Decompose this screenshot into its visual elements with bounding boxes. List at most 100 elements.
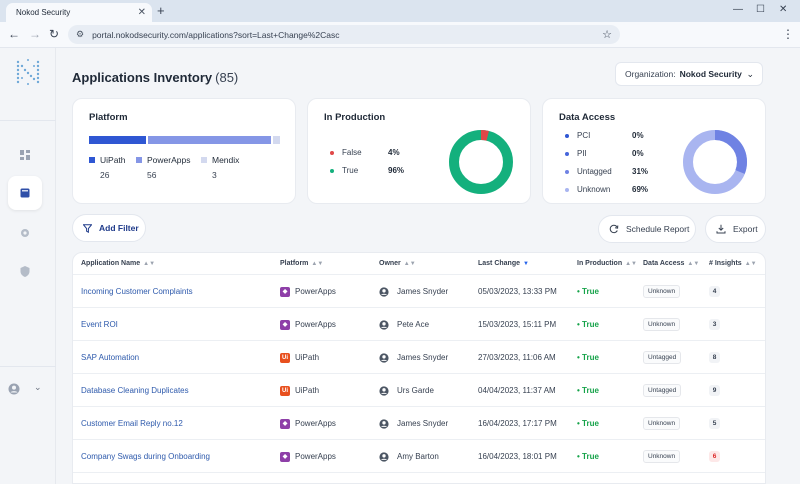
nokod-logo[interactable]: [12, 56, 44, 88]
column-header-in-production[interactable]: In Production ▲▼: [577, 260, 637, 267]
last-change-date: 04/04/2023, 11:37 AM: [478, 386, 556, 395]
bookmark-star-icon[interactable]: ☆: [602, 29, 612, 41]
data-access-donut-chart[interactable]: [682, 129, 748, 195]
settings-icon[interactable]: [18, 226, 32, 240]
user-menu-chevron-icon[interactable]: ⌄: [34, 382, 42, 392]
application-name-link[interactable]: Database Cleaning Duplicates: [81, 386, 189, 395]
application-name-link[interactable]: Customer Email Reply no.12: [81, 419, 183, 428]
uipath-icon: Ui: [280, 352, 290, 363]
table-row[interactable]: Database Cleaning Duplicates Ui UiPath Ur…: [73, 374, 765, 407]
platform-bar-uipath[interactable]: [89, 136, 146, 144]
legend-item-pii: PII: [565, 149, 587, 158]
owner-avatar-icon: [379, 385, 389, 396]
in-production-status: • True: [577, 419, 599, 428]
tab-title: Nokod Security: [16, 8, 71, 17]
donut-segment-false[interactable]: [449, 130, 513, 194]
in-production-status: • True: [577, 353, 599, 362]
site-settings-icon[interactable]: ⚙: [76, 29, 85, 39]
add-filter-label: Add Filter: [99, 223, 139, 233]
page-title: Applications Inventory (85): [72, 70, 238, 85]
application-name-link[interactable]: Event ROI: [81, 320, 118, 329]
mendix-swatch: [201, 157, 207, 163]
column-label: # Insights: [709, 260, 742, 267]
owner-name: Amy Barton: [397, 452, 439, 461]
owner-name: James Snyder: [397, 353, 449, 362]
legend-pct: 31%: [632, 167, 649, 176]
sidebar-divider: [0, 120, 56, 121]
table-row[interactable]: Company Swags during Onboarding ◆ PowerAp…: [73, 440, 765, 473]
legend-label: True: [342, 166, 359, 175]
legend-label: PII: [577, 149, 587, 158]
platform-name: UiPath: [295, 386, 320, 395]
application-name-link[interactable]: SAP Automation: [81, 353, 140, 362]
insights-count-badge[interactable]: 5: [709, 418, 720, 429]
organization-select[interactable]: Organization: Nokod Security ⌄: [615, 62, 763, 86]
close-window-icon[interactable]: ✕: [779, 4, 788, 15]
application-name-link[interactable]: Incoming Customer Complaints: [81, 287, 193, 296]
legend-item-true: True: [330, 166, 358, 175]
add-filter-button[interactable]: Add Filter: [72, 214, 146, 242]
last-change-date: 27/03/2023, 11:06 AM: [478, 353, 556, 362]
new-tab-button[interactable]: +: [157, 3, 165, 18]
insights-count-badge[interactable]: 8: [709, 352, 720, 363]
pci-dot-icon: [565, 133, 569, 138]
forward-icon[interactable]: →: [29, 27, 41, 41]
browser-tab-bar: ⌄ Nokod Security ✕ + — ☐ ✕: [0, 0, 800, 22]
table-row[interactable]: Incoming Customer Complaints ◆ PowerApps …: [73, 275, 765, 308]
table-row[interactable]: Customer Email Reply no.12 ◆ PowerApps Ja…: [73, 407, 765, 440]
schedule-report-button[interactable]: Schedule Report: [598, 215, 696, 243]
owner-avatar-icon: [379, 352, 389, 363]
page-title-text: Applications Inventory: [72, 70, 213, 85]
browser-menu-icon[interactable]: ⋮: [782, 27, 794, 41]
export-button[interactable]: Export: [705, 215, 766, 243]
column-header-data-access[interactable]: Data Access ▲▼: [643, 260, 699, 267]
legend-item-untagged: Untagged: [565, 167, 612, 176]
insights-count-badge[interactable]: 4: [709, 286, 720, 297]
filter-icon: [83, 223, 92, 233]
application-name-link[interactable]: Company Swags during Onboarding: [81, 452, 210, 461]
insights-count-badge[interactable]: 9: [709, 385, 720, 396]
back-icon[interactable]: ←: [8, 27, 20, 41]
data-access-badge: Untagged: [643, 384, 682, 397]
column-label: Data Access: [643, 260, 685, 267]
browser-tab[interactable]: Nokod Security ✕: [6, 3, 152, 22]
user-avatar-icon[interactable]: [8, 383, 20, 395]
applications-count: (85): [215, 70, 239, 85]
dashboard-icon[interactable]: [18, 148, 32, 162]
table-row[interactable]: Event ROI ◆ PowerApps Pete Ace 15/03/2023…: [73, 308, 765, 341]
column-header-last-change[interactable]: Last Change ▼: [478, 260, 529, 267]
column-header-owner[interactable]: Owner ▲▼: [379, 260, 416, 267]
powerapps-icon: ◆: [280, 451, 290, 462]
data-access-card: Data Access PCI 0% PII 0% Untagged 31% U…: [542, 98, 766, 204]
in-production-status: • True: [577, 386, 599, 395]
insights-count-badge[interactable]: 6: [709, 451, 720, 462]
platform-bar-mendix[interactable]: [273, 136, 280, 144]
tab-close-icon[interactable]: ✕: [137, 6, 146, 18]
insights-count-badge[interactable]: 3: [709, 319, 720, 330]
url-text[interactable]: portal.nokodsecurity.com/applications?so…: [92, 29, 340, 40]
reload-icon[interactable]: ↻: [49, 27, 60, 41]
table-row[interactable]: SAP Automation Ui UiPath James Snyder 27/…: [73, 341, 765, 374]
maximize-icon[interactable]: ☐: [756, 4, 765, 15]
shield-icon[interactable]: [18, 264, 32, 278]
column-label: Owner: [379, 260, 401, 267]
column-header-application-name[interactable]: Application Name ▲▼: [81, 260, 155, 267]
column-header-platform[interactable]: Platform ▲▼: [280, 260, 323, 267]
minimize-icon[interactable]: —: [733, 4, 743, 15]
sort-icon: ▲▼: [311, 261, 324, 267]
legend-pct: 0%: [632, 131, 644, 140]
donut-segment-untagged[interactable]: [683, 130, 747, 194]
column-header-insights[interactable]: # Insights ▲▼: [709, 260, 757, 267]
download-icon: [716, 224, 726, 234]
in-production-donut-chart[interactable]: [448, 129, 514, 195]
donut-segment-true[interactable]: [449, 130, 513, 194]
platform-card: Platform UiPath 26 PowerApps 56 Mendix 3: [72, 98, 296, 204]
applications-nav-icon[interactable]: [8, 176, 42, 210]
sidebar-divider: [0, 366, 56, 367]
platform-bar-powerapps[interactable]: [148, 136, 271, 144]
chevron-down-icon: ⌄: [746, 68, 754, 79]
url-field[interactable]: ⚙ portal.nokodsecurity.com/applications?…: [68, 25, 620, 44]
data-access-card-title: Data Access: [559, 112, 616, 123]
column-label: In Production: [577, 260, 623, 267]
column-label: Application Name: [81, 260, 141, 267]
